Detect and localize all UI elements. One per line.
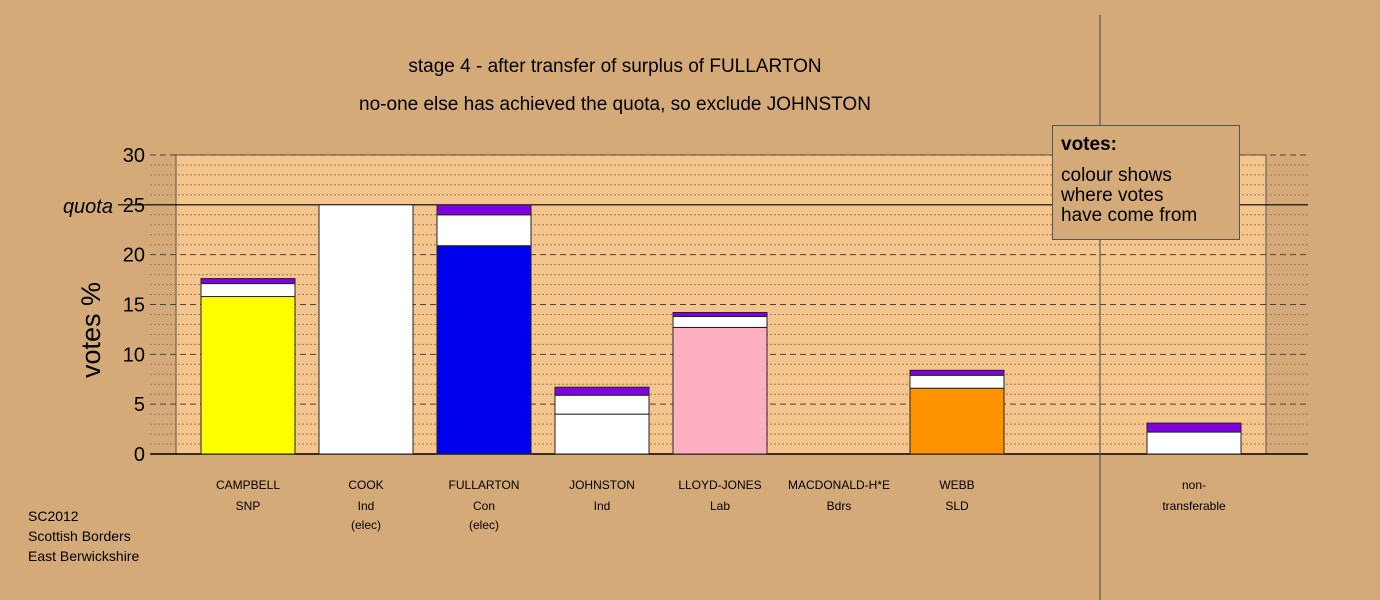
bar-lloydjones-segment	[672, 311, 768, 317]
candidate-name-label: JOHNSTON	[569, 478, 635, 492]
y-tick-label: 15	[123, 295, 145, 317]
quota-label: quota	[63, 196, 113, 218]
candidate-party-label: Ind	[594, 499, 611, 513]
footer-code: SC2012	[28, 508, 79, 524]
footer-council: Scottish Borders	[28, 528, 131, 544]
y-tick-label: 10	[123, 344, 145, 366]
bar-fullarton-segment	[436, 214, 532, 247]
bar-campbell-segment	[200, 278, 296, 285]
candidate-name-label: WEBB	[939, 478, 974, 492]
chart-title-line2: no-one else has achieved the quota, so e…	[359, 94, 871, 115]
bar-lloydjones-segment	[672, 326, 768, 455]
bar-fullarton-segment	[436, 204, 532, 216]
candidate-party-label: SLD	[945, 499, 969, 513]
bar-webb-segment	[909, 387, 1005, 455]
candidate-name-label: LLOYD-JONES	[678, 478, 761, 492]
candidate-status-label: (elec)	[469, 518, 499, 532]
candidate-party-label: Bdrs	[827, 499, 852, 513]
candidate-name-label: CAMPBELL	[216, 478, 280, 492]
candidate-status-label: (elec)	[351, 518, 381, 532]
candidate-name-label: MACDONALD-H*E	[788, 478, 890, 492]
bar-nontransferable-segment	[1146, 431, 1242, 455]
chart-title-line1: stage 4 - after transfer of surplus of F…	[408, 56, 821, 77]
bar-campbell-segment	[200, 296, 296, 455]
candidate-name-label: FULLARTON	[449, 478, 520, 492]
legend-line: where votes	[1061, 185, 1164, 206]
bar-fullarton-segment	[436, 245, 532, 455]
y-tick-label: 5	[134, 394, 145, 416]
bar-campbell-segment	[200, 283, 296, 298]
footer-ward: East Berwickshire	[28, 548, 140, 564]
legend-title: votes:	[1061, 134, 1117, 155]
candidate-party-label: Lab	[710, 499, 730, 513]
bar-johnston-segment	[554, 413, 650, 455]
legend-line: colour shows	[1061, 165, 1172, 186]
nontransferable-label: non-	[1182, 478, 1206, 492]
nontransferable-label: transferable	[1162, 499, 1226, 513]
candidate-party-label: SNP	[236, 499, 261, 513]
y-tick-label: 0	[134, 444, 145, 466]
y-tick-label: 20	[123, 245, 145, 267]
legend: votes: colour shows where votes have com…	[1052, 125, 1240, 240]
footer-info: SC2012 Scottish Borders East Berwickshir…	[28, 506, 139, 566]
bar-cook-segment	[318, 204, 414, 455]
candidate-party-label: Con	[473, 499, 495, 513]
bar-nontransferable-segment	[1146, 422, 1242, 433]
bar-webb-segment	[909, 374, 1005, 389]
bar-johnston-segment	[554, 386, 650, 396]
y-axis-label: votes %	[76, 282, 106, 378]
bar-lloydjones-segment	[672, 315, 768, 328]
y-tick-label: 30	[123, 145, 145, 167]
bar-johnston-segment	[554, 394, 650, 415]
candidate-name-label: COOK	[348, 478, 383, 492]
legend-line: have come from	[1061, 205, 1198, 226]
candidate-party-label: Ind	[358, 499, 375, 513]
bar-webb-segment	[909, 369, 1005, 376]
y-tick-label: 25	[123, 195, 145, 217]
